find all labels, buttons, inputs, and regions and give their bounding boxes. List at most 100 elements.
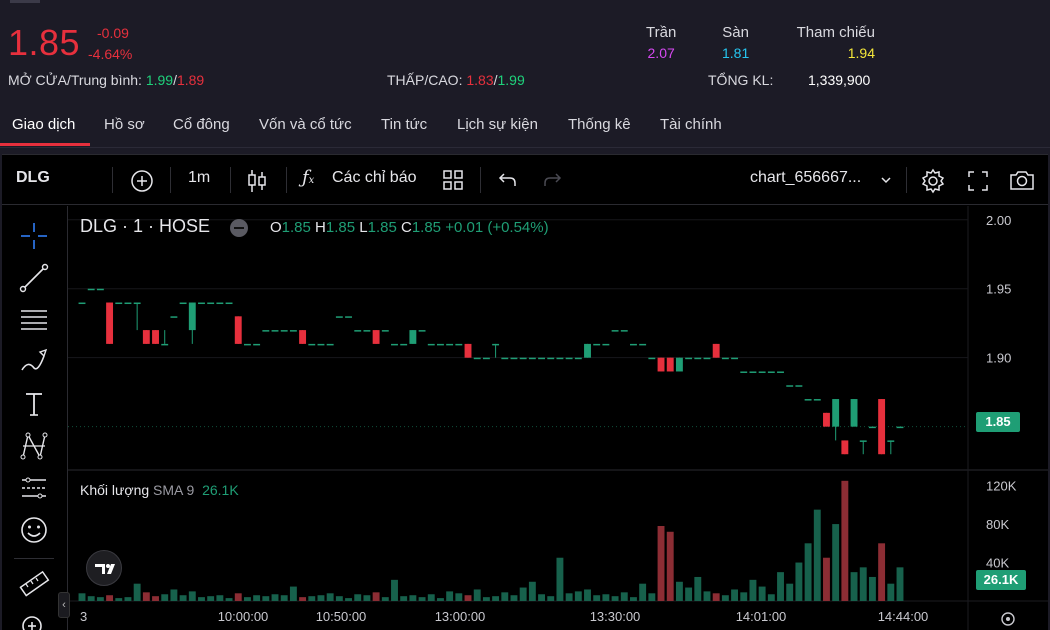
- candle-body: [418, 330, 426, 332]
- volume-bar: [400, 596, 408, 601]
- volume-bar: [804, 543, 812, 601]
- fib-lines-icon[interactable]: [18, 304, 50, 336]
- brush-icon[interactable]: [18, 346, 50, 378]
- candle-body: [280, 330, 288, 332]
- ref-label: Tham chiếu: [796, 24, 875, 41]
- active-tab-underline: [0, 143, 90, 146]
- volume-bar: [731, 589, 739, 601]
- volume-bar: [198, 597, 205, 601]
- candle-body: [657, 357, 665, 372]
- candle-body: [179, 302, 187, 305]
- volume-bar: [501, 592, 509, 601]
- volume-bar: [87, 596, 95, 601]
- volume-bar: [207, 596, 215, 601]
- floor-label: Sàn: [722, 24, 749, 41]
- volume-bar: [78, 593, 86, 601]
- tab-tai-chinh[interactable]: Tài chính: [660, 116, 722, 133]
- collapse-toolbar-button[interactable]: ‹: [58, 592, 70, 618]
- indicators-button[interactable]: Các chỉ báo: [332, 169, 417, 186]
- candle-body: [253, 343, 261, 346]
- candle-body: [198, 302, 205, 305]
- ruler-icon[interactable]: [18, 568, 50, 600]
- ohlc-legend: O1.85 H1.85 L1.85 C1.85 +0.01 (+0.54%): [270, 219, 549, 236]
- forecast-icon[interactable]: [18, 472, 50, 504]
- volume-bar: [482, 597, 490, 601]
- gear-icon[interactable]: [920, 168, 946, 194]
- fx-icon[interactable]: ƒx: [302, 167, 315, 188]
- interval-button[interactable]: 1m: [188, 169, 211, 186]
- volume-bar: [446, 591, 454, 601]
- tab-thong-ke[interactable]: Thống kê: [568, 116, 631, 133]
- volume-bar: [685, 587, 693, 601]
- candle-body: [804, 399, 812, 401]
- redo-icon[interactable]: [542, 171, 562, 189]
- candle-body: [528, 357, 536, 360]
- volume-bar: [409, 595, 417, 601]
- ohlc-l-label: L: [359, 219, 368, 236]
- symbol-search-button[interactable]: DLG: [16, 169, 50, 186]
- tab-tin-tuc[interactable]: Tin tức: [381, 116, 428, 133]
- price-tick-label: 2.00: [986, 213, 1011, 228]
- pattern-icon[interactable]: [18, 430, 50, 462]
- volume-bar: [152, 596, 159, 601]
- fullscreen-icon[interactable]: [966, 169, 990, 193]
- zoom-icon[interactable]: [18, 612, 50, 630]
- volume-bar: [299, 597, 307, 601]
- candles-icon[interactable]: [246, 168, 268, 194]
- volume-bar: [188, 591, 196, 601]
- volume-tick-label: 40K: [986, 556, 1009, 571]
- candle-body: [777, 371, 784, 373]
- tab-lich-su-kien[interactable]: Lịch sự kiện: [457, 116, 538, 133]
- volume-bar: [841, 480, 849, 601]
- volume-bar: [124, 597, 132, 601]
- candle-body: [823, 412, 830, 427]
- candle-body: [96, 288, 104, 291]
- tab-giao-dich[interactable]: Giao dịch: [12, 116, 76, 133]
- axis-settings-icon-center: [1006, 617, 1010, 621]
- volume-bar: [179, 595, 187, 601]
- smiley-icon[interactable]: [18, 514, 50, 546]
- series-title: DLG · 1 · HOSE: [80, 216, 211, 236]
- candle-body: [740, 371, 748, 373]
- volume-bar: [556, 557, 564, 601]
- volume-bar: [528, 581, 536, 601]
- volume-bar: [216, 595, 224, 601]
- price-volume-chart[interactable]: 2.00 1.95 1.90 120K 80K 40K 3 10:00:00 10:50:00 1…: [68, 206, 1048, 630]
- ohlc-h-value: 1.85: [325, 219, 356, 236]
- chart-widget: DLG 1m ƒx Các chỉ báo: [2, 154, 1048, 630]
- crosshair-icon[interactable]: [18, 220, 50, 252]
- candle-body: [611, 330, 619, 332]
- candle-body: [703, 357, 711, 360]
- volume-bar: [161, 594, 169, 601]
- volume-bar: [262, 596, 270, 601]
- candle-body: [648, 357, 656, 360]
- tab-von-co-tuc[interactable]: Vốn và cổ tức: [259, 116, 352, 133]
- hide-series-button[interactable]: [230, 219, 248, 237]
- candle-body: [841, 440, 849, 455]
- candle-body: [170, 316, 178, 318]
- candle-body: [345, 316, 352, 318]
- chevron-down-icon[interactable]: [880, 175, 892, 185]
- chart-plot-area[interactable]: 2.00 1.95 1.90 120K 80K 40K 3 10:00:00 10:50:00 1…: [58, 206, 1048, 630]
- volume-bar: [740, 592, 748, 601]
- tab-co-dong[interactable]: Cổ đông: [173, 116, 230, 133]
- plus-circle-icon[interactable]: [130, 169, 154, 193]
- camera-icon[interactable]: [1008, 168, 1036, 192]
- tab-ho-so[interactable]: Hồ sơ: [104, 116, 145, 133]
- volume-bar: [767, 594, 775, 601]
- layout-name-button[interactable]: chart_656667...: [750, 169, 862, 186]
- text-icon[interactable]: [18, 388, 50, 420]
- trendline-icon[interactable]: [18, 262, 50, 294]
- volume-bar: [657, 526, 665, 601]
- grid-icon[interactable]: [442, 169, 464, 191]
- candle-body: [749, 371, 757, 373]
- tradingview-logo[interactable]: [86, 550, 122, 586]
- volume-bar: [777, 572, 784, 601]
- volume-bar: [538, 594, 545, 601]
- undo-icon[interactable]: [498, 171, 518, 189]
- toolbar-separator: [230, 167, 231, 193]
- candle-body: [813, 399, 821, 401]
- candle-body: [712, 343, 720, 358]
- candle-body: [464, 343, 472, 358]
- candle-body: [161, 343, 169, 346]
